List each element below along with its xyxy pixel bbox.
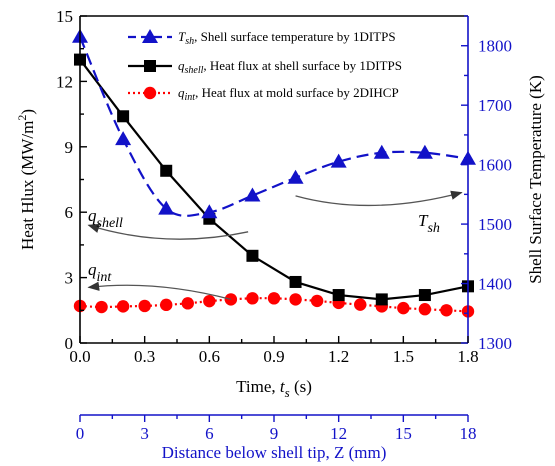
marker-t-sh-6 — [330, 153, 347, 168]
y2-tick-label-0: 1300 — [478, 334, 512, 353]
marker-t-sh-8 — [416, 144, 433, 159]
y-tick-label-1: 3 — [65, 269, 74, 288]
plot-area — [72, 28, 476, 318]
marker-t-sh-4 — [244, 187, 261, 202]
marker-q-int-10 — [289, 293, 302, 306]
legend-label-1: qshell, Heat flux at shell surface by 1D… — [178, 58, 402, 76]
marker-q-int-16 — [418, 303, 432, 316]
marker-q-int-13 — [354, 298, 367, 311]
legend: Tsh, Shell surface temperature by 1DITPS… — [128, 29, 402, 103]
y2-axis-title: Shell Surface Temperature (K) — [526, 75, 545, 284]
arrow-t-sh — [295, 190, 463, 207]
annotation-arrows: qshell qint Tsh — [87, 190, 463, 301]
arrow-q-shell — [87, 223, 249, 240]
marker-q-int-6 — [203, 294, 216, 308]
marker-q-shell-5 — [289, 275, 302, 288]
x2-tick-label-4: 12 — [330, 424, 347, 443]
y2-tick-label-4: 1700 — [478, 96, 512, 115]
y2-tick-label-5: 1800 — [478, 37, 512, 56]
legend-label-2: qint, Heat flux at mold surface by 2DIHC… — [178, 85, 399, 103]
y2-tick-label-3: 1600 — [478, 156, 512, 175]
x2-tick-label-0: 0 — [76, 424, 85, 443]
y-tick-label-0: 0 — [65, 334, 74, 353]
marker-q-shell-6 — [332, 289, 345, 302]
marker-q-shell-1 — [117, 110, 130, 123]
annotation-t-sh: Tsh — [418, 211, 440, 236]
marker-q-int-4 — [160, 298, 173, 312]
y-tick-label-4: 12 — [56, 72, 73, 91]
annotation-q-shell: qshell — [88, 206, 123, 231]
marker-t-sh-3 — [201, 204, 218, 219]
x-tick-label-5: 1.5 — [393, 347, 414, 366]
marker-t-sh-5 — [287, 169, 304, 184]
marker-q-int-17 — [440, 304, 453, 317]
y2-tick-label-2: 1500 — [478, 215, 512, 234]
y-tick-label-5: 15 — [56, 7, 73, 26]
marker-q-int-11 — [310, 294, 324, 308]
x2-tick-label-5: 15 — [395, 424, 412, 443]
y-axis-title: Heat Hlux (MW/m2) — [15, 109, 37, 250]
legend-marker-0 — [142, 29, 158, 43]
legend-marker-1 — [144, 60, 156, 72]
x-tick-label-1: 0.3 — [134, 347, 155, 366]
x-tick-label-6: 1.8 — [457, 347, 478, 366]
marker-q-shell-4 — [246, 249, 259, 262]
marker-t-sh-1 — [115, 131, 132, 146]
distance-axis-title: Distance below shell tip, Z (mm) — [162, 443, 387, 462]
marker-q-int-15 — [397, 301, 410, 315]
y-tick-label-3: 9 — [65, 138, 74, 157]
x-axis-title: Time, ts (s) — [236, 377, 312, 400]
x-tick-label-0: 0.0 — [69, 347, 90, 366]
series-line-q-shell — [79, 58, 469, 301]
series-line-t-sh — [78, 36, 469, 217]
y2-tick-label-1: 1400 — [478, 275, 512, 294]
marker-q-int-5 — [181, 297, 194, 310]
marker-q-int-9 — [267, 292, 281, 305]
x-tick-label-3: 0.9 — [263, 347, 284, 366]
x2-tick-label-2: 6 — [205, 424, 214, 443]
x2-tick-label-6: 18 — [460, 424, 477, 443]
legend-marker-2 — [143, 86, 157, 100]
marker-q-shell-2 — [160, 164, 173, 177]
x-tick-label-2: 0.6 — [199, 347, 220, 366]
x-tick-label-4: 1.2 — [328, 347, 349, 366]
marker-q-int-8 — [246, 292, 259, 305]
x2-tick-label-1: 3 — [140, 424, 149, 443]
marker-q-int-2 — [116, 300, 130, 313]
marker-q-shell-8 — [418, 289, 431, 302]
marker-q-int-1 — [95, 300, 108, 314]
marker-t-sh-7 — [373, 144, 390, 159]
annotation-q-int: qint — [88, 260, 112, 285]
legend-label-0: Tsh, Shell surface temperature by 1DITPS — [178, 29, 396, 47]
y-tick-label-2: 6 — [65, 203, 74, 222]
x2-tick-label-3: 9 — [270, 424, 279, 443]
marker-q-int-3 — [138, 299, 151, 313]
marker-t-sh-2 — [158, 200, 175, 215]
arrow-q-int — [87, 281, 232, 301]
marker-q-shell-7 — [375, 293, 388, 306]
axes: 0 3 6 9 12 15 1300 1400 1500 1600 1700 1800 0.0 0.3 0.… — [15, 7, 545, 462]
